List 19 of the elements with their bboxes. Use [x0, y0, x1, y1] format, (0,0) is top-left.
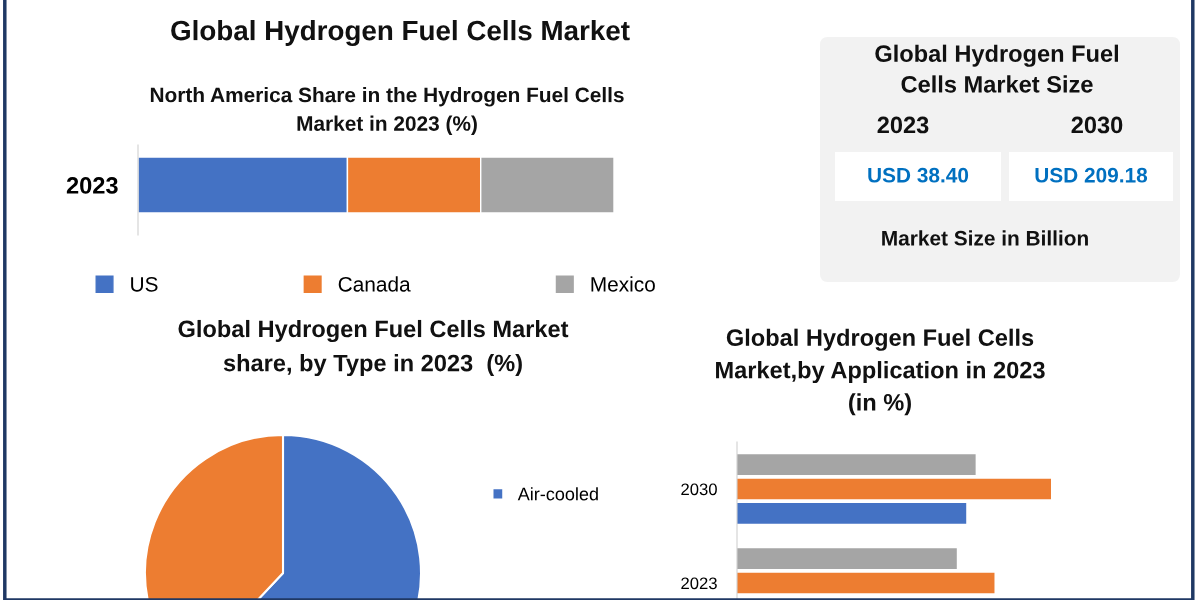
text: USD 38.40	[868, 167, 969, 183]
category-label: 2030	[1071, 116, 1123, 134]
chart-title: Global Hydrogen Fuel Cells Market,by Application in 2023 (in %)	[716, 328, 1045, 416]
chart-subtitle: North America Share in the Hydrogen Fuel Cells Market in 2023 (%)	[150, 87, 624, 135]
text: USD 209.18	[1035, 167, 1148, 183]
bar	[737, 478, 1051, 500]
legend-label: Canada	[338, 276, 411, 292]
text: Global Hydrogen Fuel Cells Market Size	[875, 44, 1118, 93]
bar	[737, 503, 967, 524]
bar	[737, 572, 995, 594]
chart-title: Global Hydrogen Fuel Cells Market share, by Type in 2023 (%)	[178, 319, 569, 377]
legend-label: US	[131, 276, 158, 292]
bar	[737, 548, 957, 569]
chart-title: Global Hydrogen Fuel Cells Market	[171, 19, 630, 47]
legend-label: Air-cooled	[517, 487, 598, 501]
legend-label: Mexico	[591, 276, 655, 292]
text: Market Size in Billion	[882, 230, 1088, 246]
category-label: 2023	[877, 116, 929, 134]
bar	[737, 454, 976, 475]
